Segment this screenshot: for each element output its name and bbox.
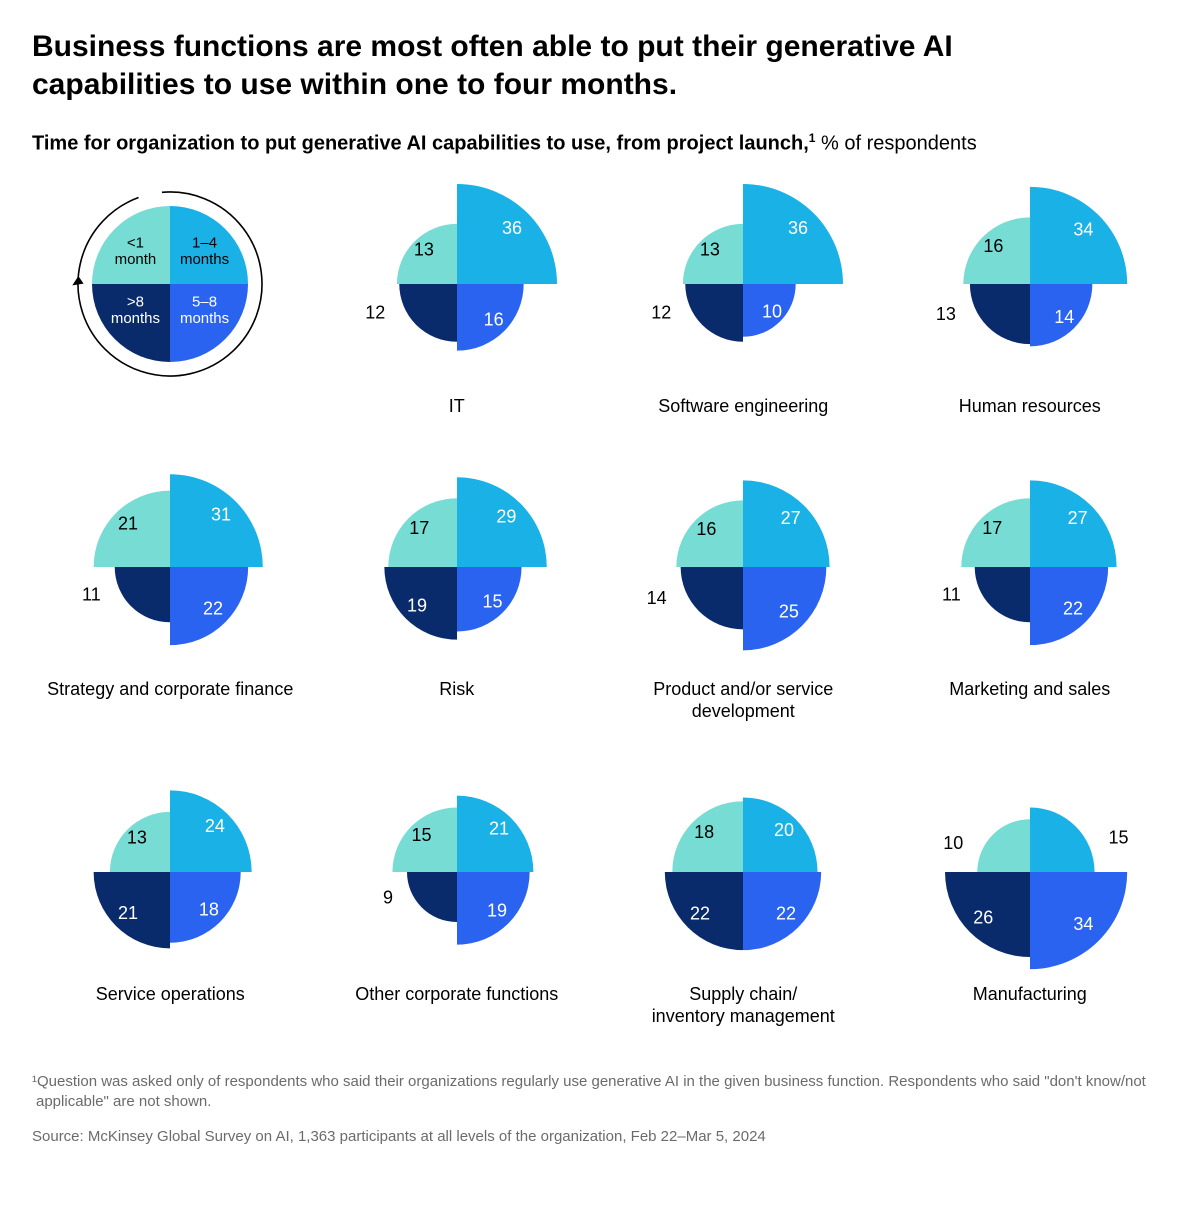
chart-cell: 13 36 10 12 Software engineering <box>605 174 882 418</box>
value-q3: 25 <box>779 602 799 622</box>
polar-chart: 21 31 22 11 <box>40 457 300 677</box>
polar-chart: 17 27 22 11 <box>900 457 1160 677</box>
polar-chart: 13 36 16 12 <box>327 174 587 394</box>
subtitle: Time for organization to put generative … <box>32 131 1168 156</box>
polar-chart: 18 20 22 22 <box>613 762 873 982</box>
value-q1: 21 <box>118 514 138 534</box>
chart-label: Other corporate functions <box>355 984 558 1006</box>
value-q2: 21 <box>489 819 509 839</box>
chart-label: Supply chain/inventory management <box>652 984 835 1027</box>
legend-spacer <box>168 396 173 418</box>
wedge-q4 <box>974 567 1029 622</box>
value-q4: 14 <box>647 588 667 608</box>
value-q3: 16 <box>483 309 503 329</box>
legend-cell: <1month1–4months5–8months>8months <box>32 174 309 418</box>
value-q3: 34 <box>1073 915 1093 935</box>
value-q1: 13 <box>700 239 720 259</box>
wedge-q1 <box>977 820 1030 873</box>
value-q1: 17 <box>409 518 429 538</box>
value-q3: 15 <box>482 592 502 612</box>
value-q3: 22 <box>1063 599 1083 619</box>
chart-cell: 18 20 22 22 Supply chain/inventory managemen… <box>605 762 882 1027</box>
value-q4: 11 <box>942 585 961 605</box>
chart-cell: 21 31 22 11 Strategy and corporate finance <box>32 457 309 722</box>
chart-label: Software engineering <box>658 396 828 418</box>
value-q2: 31 <box>211 505 231 525</box>
value-q2: 15 <box>1108 828 1128 848</box>
value-q1: 10 <box>943 833 963 853</box>
subtitle-unit: % of respondents <box>821 133 977 155</box>
value-q4: 12 <box>365 302 385 322</box>
chart-label: Human resources <box>959 396 1101 418</box>
chart-cell: 17 29 15 19 Risk <box>319 457 596 722</box>
footnote-1: ¹Question was asked only of respondents … <box>32 1072 1168 1113</box>
value-q4: 11 <box>82 585 101 605</box>
subtitle-bold: Time for organization to put generative … <box>32 133 809 155</box>
chart-cell: 13 36 16 12 IT <box>319 174 596 418</box>
value-q3: 22 <box>776 904 796 924</box>
wedge-q4 <box>686 284 744 342</box>
polar-chart: 10 15 34 26 <box>900 762 1160 982</box>
value-q2: 36 <box>788 217 808 237</box>
chart-cell: 17 27 22 11 Marketing and sales <box>892 457 1169 722</box>
value-q4: 9 <box>383 888 393 908</box>
value-q1: 16 <box>697 519 717 539</box>
value-q2: 20 <box>774 820 794 840</box>
value-q4: 13 <box>936 303 956 323</box>
chart-label: Service operations <box>96 984 245 1006</box>
polar-chart: 16 27 25 14 <box>613 457 873 677</box>
chart-label: Risk <box>439 679 474 701</box>
polar-chart: 16 34 14 13 <box>900 174 1160 394</box>
wedge-q2 <box>1030 808 1095 873</box>
value-q2: 24 <box>205 816 225 836</box>
value-q1: 13 <box>127 828 147 848</box>
value-q3: 22 <box>203 599 223 619</box>
chart-label: Marketing and sales <box>949 679 1110 701</box>
legend-chart: <1month1–4months5–8months>8months <box>40 174 300 394</box>
value-q3: 19 <box>487 901 507 921</box>
value-q2: 29 <box>496 507 516 527</box>
value-q4: 26 <box>973 908 993 928</box>
wedge-q4 <box>681 567 743 629</box>
value-q1: 17 <box>982 518 1002 538</box>
polar-chart: 17 29 15 19 <box>327 457 587 677</box>
value-q2: 36 <box>502 217 522 237</box>
value-q1: 16 <box>983 236 1003 256</box>
page-title: Business functions are most often able t… <box>32 28 1052 103</box>
value-q2: 27 <box>781 508 801 528</box>
chart-label: IT <box>449 396 465 418</box>
value-q4: 22 <box>690 904 710 924</box>
footnote-marker: 1 <box>809 131 816 145</box>
wedge-q4 <box>399 284 457 342</box>
wedge-q4 <box>115 567 170 622</box>
polar-chart: 15 21 19 9 <box>327 762 587 982</box>
polar-chart: 13 36 10 12 <box>613 174 873 394</box>
value-q3: 14 <box>1054 307 1074 327</box>
chart-cell: 16 27 25 14 Product and/or service developme… <box>605 457 882 722</box>
chart-cell: 10 15 34 26 Manufacturing <box>892 762 1169 1027</box>
chart-label: Product and/or service development <box>605 679 882 722</box>
chart-label: Manufacturing <box>973 984 1087 1006</box>
value-q2: 27 <box>1067 508 1087 528</box>
footnote-2: Source: McKinsey Global Survey on AI, 1,… <box>32 1127 1168 1147</box>
chart-grid: <1month1–4months5–8months>8months 13 36 16… <box>32 174 1168 1028</box>
chart-label: Strategy and corporate finance <box>47 679 293 701</box>
value-q3: 10 <box>762 301 782 321</box>
chart-cell: 13 24 18 21 Service operations <box>32 762 309 1027</box>
value-q2: 34 <box>1073 219 1093 239</box>
polar-chart: 13 24 18 21 <box>40 762 300 982</box>
chart-cell: 15 21 19 9 Other corporate functions <box>319 762 596 1027</box>
value-q4: 19 <box>407 596 427 616</box>
value-q1: 18 <box>694 822 714 842</box>
wedge-q4 <box>970 284 1030 344</box>
wedge-q4 <box>407 872 457 922</box>
value-q3: 18 <box>199 900 219 920</box>
chart-cell: 16 34 14 13 Human resources <box>892 174 1169 418</box>
value-q4: 21 <box>118 903 138 923</box>
value-q1: 15 <box>411 826 431 846</box>
value-q4: 12 <box>651 302 671 322</box>
value-q1: 13 <box>414 239 434 259</box>
